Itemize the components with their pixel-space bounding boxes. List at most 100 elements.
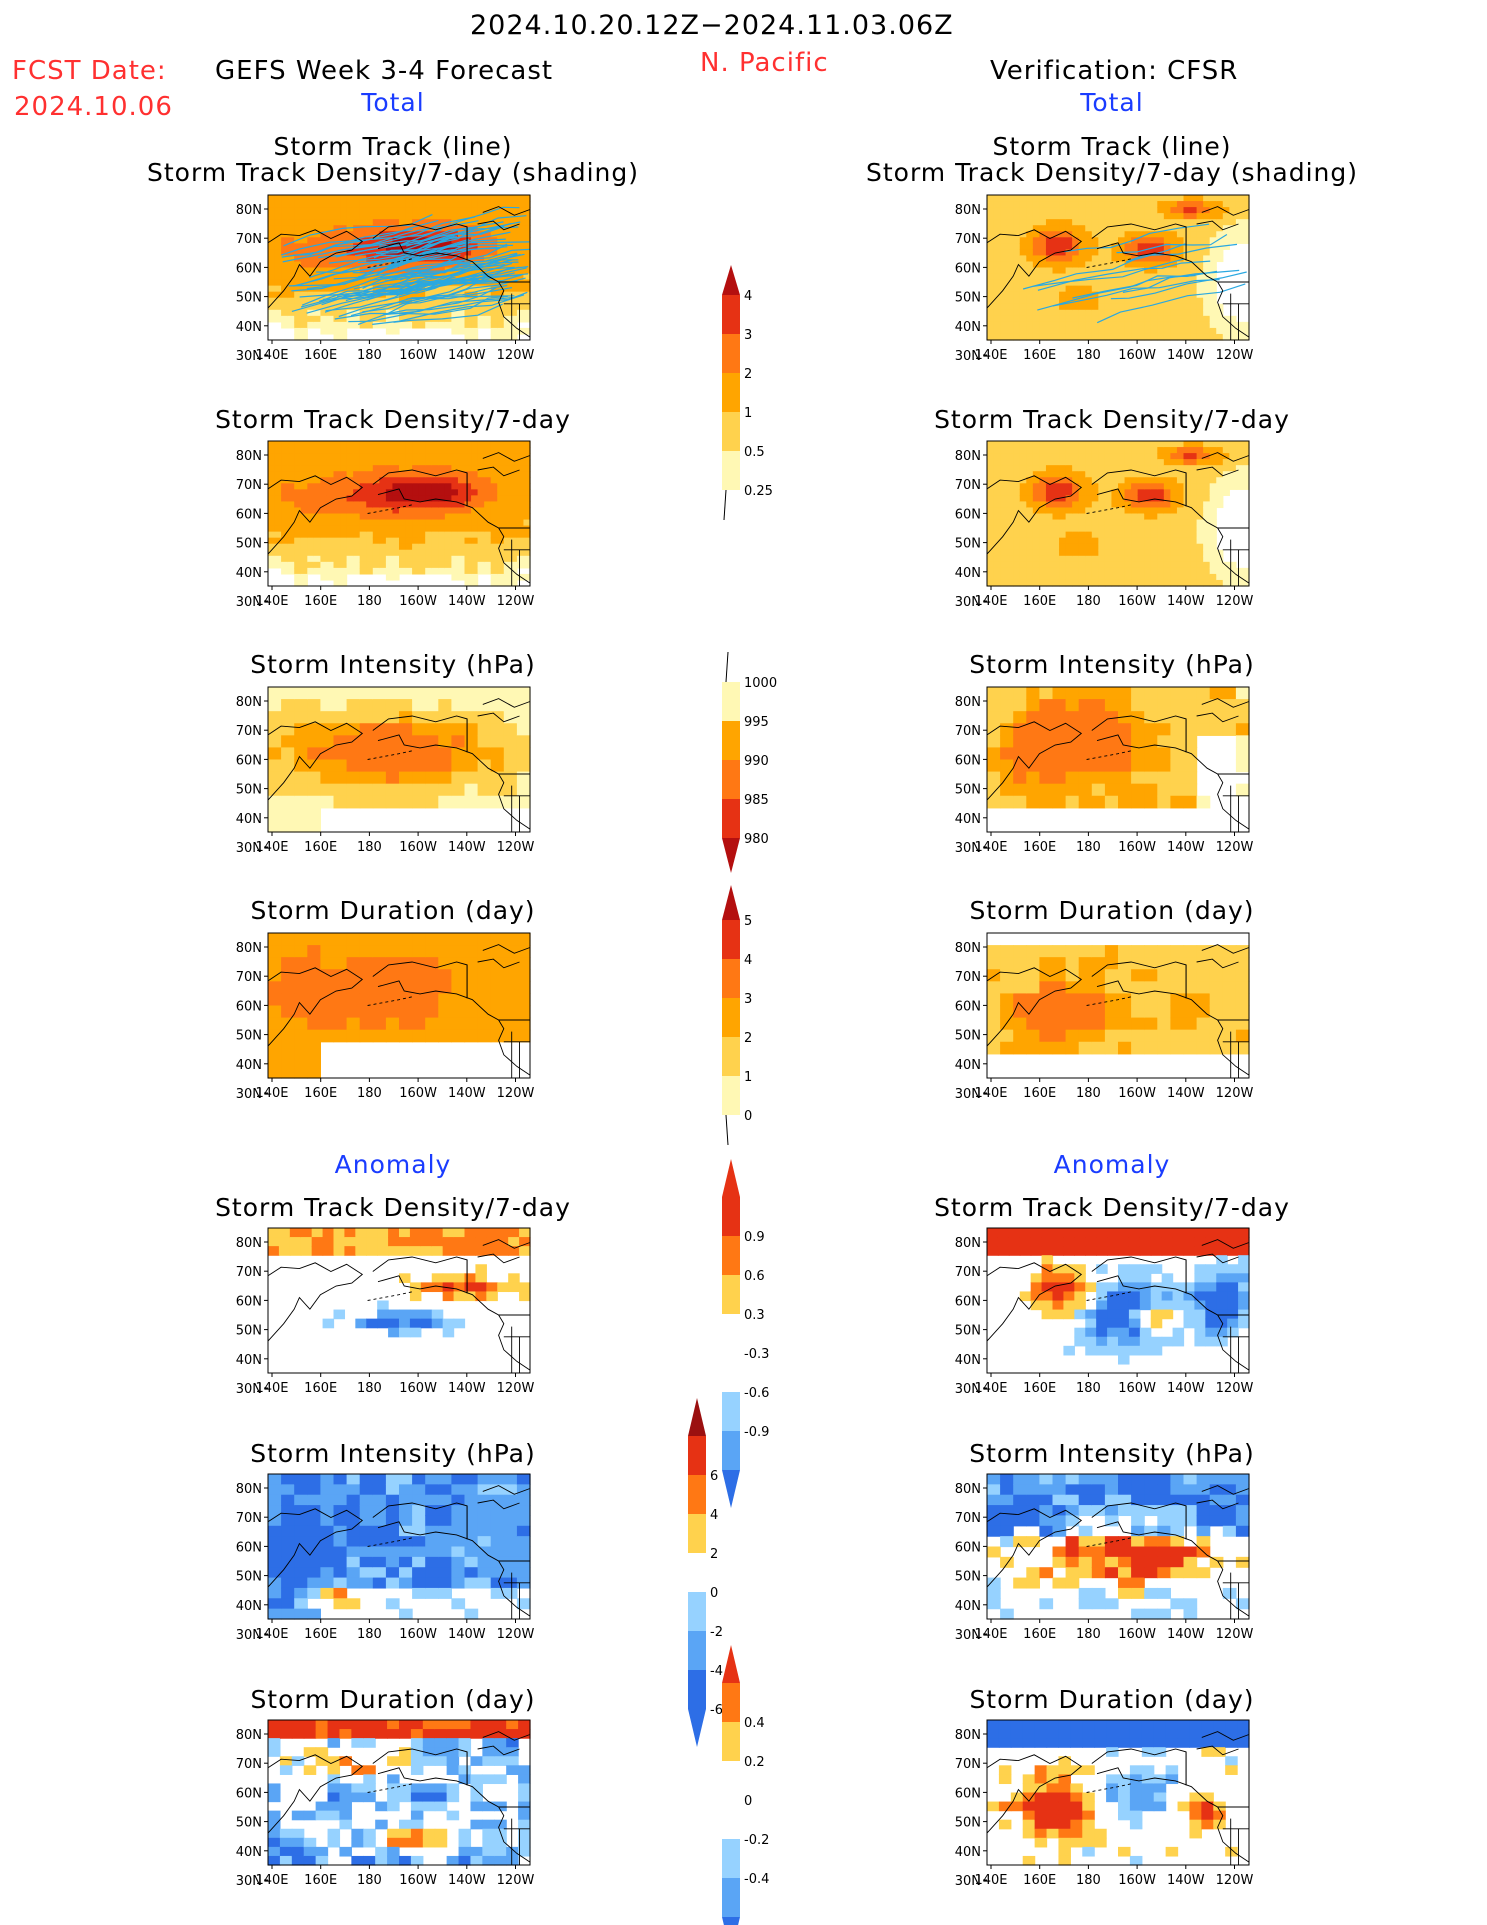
lat-tick-label: 40N	[955, 812, 981, 827]
right-map-shading	[987, 1720, 1250, 1866]
intensity-anomaly-colorbar-arrow-top	[688, 1398, 706, 1436]
lat-tick-label: 40N	[236, 1845, 262, 1860]
lat-tick-label: 50N	[955, 1324, 981, 1339]
left-intensity-title: Storm Intensity (hPa)	[250, 650, 536, 679]
lon-tick-label: 160W	[399, 594, 437, 609]
intensity-anomaly-colorbar-swatch	[688, 1436, 706, 1475]
intensity-colorbar: 1000 995 990 985 980	[722, 651, 777, 873]
duration-colorbar-swatch	[722, 1037, 740, 1076]
intensity-anomaly-colorbar-swatch	[688, 1670, 706, 1709]
duration-colorbar-label: 3	[744, 992, 752, 1007]
lon-tick-label: 140E	[974, 348, 1007, 363]
lat-tick-label: 50N	[955, 783, 981, 798]
lat-tick-label: 60N	[955, 507, 981, 522]
left-map-shading	[268, 195, 531, 341]
duration-colorbar-label: 0	[744, 1109, 752, 1124]
intensity-anomaly-colorbar-label: -4	[710, 1664, 723, 1679]
intensity-anomaly-colorbar-label: 0	[710, 1586, 718, 1601]
lat-tick-label: 70N	[955, 724, 981, 739]
intensity-anomaly-colorbar-label: -6	[710, 1703, 723, 1718]
coastline	[267, 1485, 531, 1619]
lon-tick-label: 160W	[1118, 1873, 1156, 1888]
coastline	[986, 1239, 1250, 1373]
lat-tick-label: 70N	[955, 1511, 981, 1526]
lon-tick-label: 160E	[1023, 840, 1056, 855]
lat-tick-label: 40N	[955, 1599, 981, 1614]
intensity-anomaly-colorbar-swatch	[688, 1475, 706, 1514]
lon-tick-label: 180	[357, 1627, 382, 1642]
duration-anomaly-colorbar-swatch	[722, 1683, 740, 1722]
intensity-colorbar-label: 980	[744, 832, 769, 847]
density-colorbar-swatch	[722, 451, 740, 490]
duration-colorbar: 5 4 3 2 1 0	[722, 885, 752, 1146]
lat-tick-label: 30N	[236, 349, 262, 364]
lat-tick-label: 60N	[236, 507, 262, 522]
lon-tick-label: 140W	[448, 1086, 486, 1101]
intensity-colorbar-swatch	[722, 721, 740, 760]
lon-tick-label: 160E	[304, 348, 337, 363]
duration-colorbar-label: 1	[744, 1070, 752, 1085]
lat-tick-label: 70N	[236, 970, 262, 985]
lon-tick-label: 140W	[448, 594, 486, 609]
lon-tick-label: 180	[357, 840, 382, 855]
lon-tick-label: 160E	[304, 1381, 337, 1396]
lon-tick-label: 120W	[497, 1627, 535, 1642]
lon-tick-label: 160E	[304, 840, 337, 855]
duration-colorbar-label: 5	[744, 914, 752, 929]
lon-tick-label: 120W	[497, 840, 535, 855]
lon-tick-label: 140W	[1167, 1627, 1205, 1642]
lon-tick-label: 140W	[448, 1627, 486, 1642]
left-total-label: Total	[361, 88, 425, 117]
lon-tick-label: 140W	[448, 1873, 486, 1888]
duration-anomaly-colorbar-label: 0	[744, 1794, 752, 1809]
lon-tick-label: 140E	[255, 1086, 288, 1101]
lon-tick-label: 160W	[399, 1873, 437, 1888]
duration-colorbar-label: 2	[744, 1031, 752, 1046]
left-map-shading	[268, 1474, 531, 1620]
lon-tick-label: 140W	[1167, 1873, 1205, 1888]
intensity-colorbar-label: 990	[744, 754, 769, 769]
lon-tick-label: 160W	[399, 1086, 437, 1101]
density-anomaly-colorbar-arrow-top	[722, 1159, 740, 1197]
lat-tick-label: 40N	[955, 320, 981, 335]
left-density-anom-title: Storm Track Density/7-day	[215, 1193, 571, 1222]
coastline	[267, 452, 531, 586]
density-colorbar-arrow	[722, 265, 740, 295]
lat-tick-label: 70N	[236, 478, 262, 493]
lat-tick-label: 80N	[236, 941, 262, 956]
left-map-shading	[268, 1720, 531, 1866]
duration-anomaly-colorbar-swatch	[722, 1800, 740, 1839]
duration-anomaly-colorbar-label: 0.4	[744, 1716, 765, 1731]
right-intensity-title: Storm Intensity (hPa)	[969, 650, 1255, 679]
lat-tick-label: 40N	[236, 812, 262, 827]
lon-tick-label: 140E	[974, 1086, 1007, 1101]
coastline	[986, 1731, 1250, 1865]
lat-tick-label: 30N	[955, 1874, 981, 1889]
lat-tick-label: 50N	[955, 291, 981, 306]
lon-tick-label: 160W	[399, 348, 437, 363]
density-anomaly-colorbar-label: 0.6	[744, 1269, 765, 1284]
coastline	[986, 944, 1250, 1078]
density-anomaly-colorbar-swatch	[722, 1392, 740, 1431]
left-map-shading	[268, 441, 531, 587]
lat-tick-label: 50N	[236, 1029, 262, 1044]
lon-tick-label: 140E	[255, 1873, 288, 1888]
lat-tick-label: 30N	[236, 1382, 262, 1397]
left-track-line-title: Storm Track (line)	[273, 132, 513, 161]
density-colorbar-label: 1	[744, 406, 752, 421]
intensity-colorbar-swatch	[722, 760, 740, 799]
lat-tick-label: 30N	[955, 595, 981, 610]
lat-tick-label: 60N	[236, 999, 262, 1014]
lon-tick-label: 120W	[1216, 1086, 1254, 1101]
lat-tick-label: 80N	[236, 1482, 262, 1497]
duration-anomaly-colorbar-label: -0.4	[744, 1872, 769, 1887]
lat-tick-label: 50N	[236, 291, 262, 306]
lon-tick-label: 180	[357, 348, 382, 363]
duration-anomaly-colorbar-swatch	[722, 1761, 740, 1800]
intensity-anomaly-colorbar-swatch	[688, 1553, 706, 1592]
lon-tick-label: 120W	[497, 1873, 535, 1888]
